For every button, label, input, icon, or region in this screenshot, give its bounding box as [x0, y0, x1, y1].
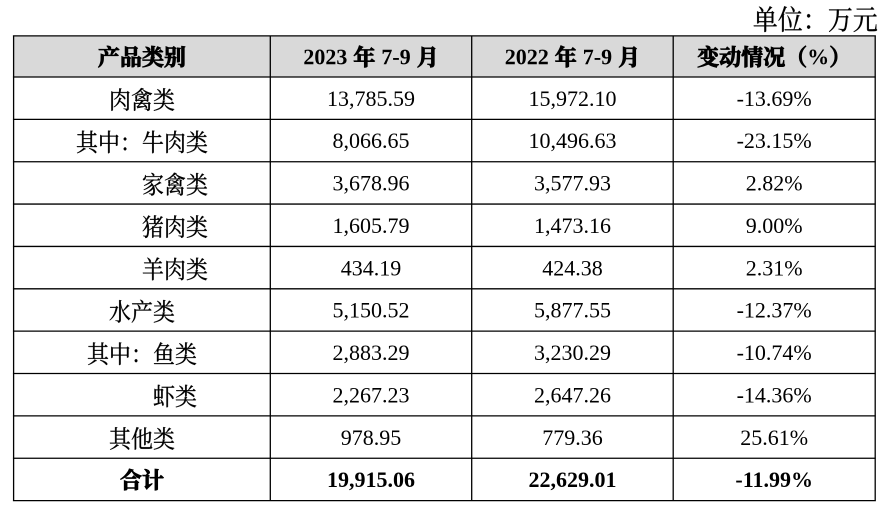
- svg-text:19,915.06: 19,915.06: [327, 467, 415, 492]
- svg-text:-11.99%: -11.99%: [735, 467, 813, 492]
- svg-text:15,972.10: 15,972.10: [529, 86, 617, 111]
- svg-text:2,647.26: 2,647.26: [534, 382, 611, 407]
- svg-text:-14.36%: -14.36%: [737, 382, 812, 407]
- svg-text:779.36: 779.36: [542, 425, 603, 450]
- svg-text:2.82%: 2.82%: [746, 171, 803, 196]
- svg-text:-23.15%: -23.15%: [737, 128, 812, 153]
- svg-text:2.31%: 2.31%: [746, 255, 803, 280]
- svg-text:-12.37%: -12.37%: [737, 298, 812, 323]
- svg-text:3,678.96: 3,678.96: [333, 171, 410, 196]
- svg-text:3,577.93: 3,577.93: [534, 171, 611, 196]
- svg-text:13,785.59: 13,785.59: [327, 86, 415, 111]
- svg-text:2,267.23: 2,267.23: [333, 382, 410, 407]
- svg-text:1,473.16: 1,473.16: [534, 213, 611, 238]
- svg-text:10,496.63: 10,496.63: [529, 128, 617, 153]
- svg-text:22,629.01: 22,629.01: [529, 467, 617, 492]
- svg-text:9.00%: 9.00%: [746, 213, 803, 238]
- svg-text:25.61%: 25.61%: [740, 425, 808, 450]
- svg-text:1,605.79: 1,605.79: [333, 213, 410, 238]
- svg-text:8,066.65: 8,066.65: [333, 128, 410, 153]
- svg-text:5,150.52: 5,150.52: [333, 298, 410, 323]
- svg-text:5,877.55: 5,877.55: [534, 298, 611, 323]
- svg-text:424.38: 424.38: [542, 255, 603, 280]
- svg-text:-10.74%: -10.74%: [737, 340, 812, 365]
- svg-text:3,230.29: 3,230.29: [534, 340, 611, 365]
- svg-text:978.95: 978.95: [341, 425, 402, 450]
- svg-text:434.19: 434.19: [341, 255, 402, 280]
- svg-text:-13.69%: -13.69%: [737, 86, 812, 111]
- svg-text:2,883.29: 2,883.29: [333, 340, 410, 365]
